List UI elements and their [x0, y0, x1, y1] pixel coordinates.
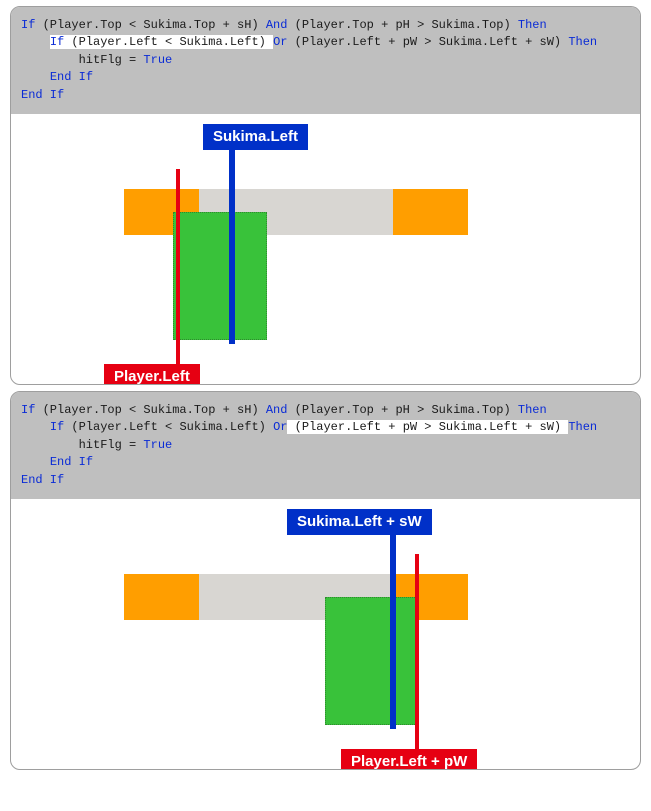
player-rect	[173, 212, 267, 340]
code-block-2: If (Player.Top < Sukima.Top + sH) And (P…	[11, 392, 640, 499]
kw-true: True	[143, 438, 172, 452]
kw-endif: End If	[50, 70, 93, 84]
code-text: (Player.Top < Sukima.Top + sH)	[35, 18, 265, 32]
kw-or: Or	[273, 35, 287, 49]
wall-left	[124, 574, 199, 620]
marker-red-label: Player.Left + pW	[341, 749, 477, 770]
indent	[21, 455, 50, 469]
kw-then: Then	[518, 18, 547, 32]
code-text: (Player.Left + pW > Sukima.Left + sW)	[287, 420, 568, 434]
code-text: hitFlg =	[21, 53, 143, 67]
kw-if: If	[50, 35, 64, 49]
marker-blue-line	[390, 534, 396, 729]
code-text: (Player.Left < Sukima.Left)	[64, 420, 273, 434]
kw-true: True	[143, 53, 172, 67]
kw-if: If	[21, 18, 35, 32]
indent	[21, 70, 50, 84]
code-text: (Player.Left < Sukima.Left)	[64, 35, 273, 49]
kw-endif: End If	[21, 473, 64, 487]
wall-right	[393, 189, 468, 235]
kw-and: And	[266, 18, 288, 32]
highlight-span: If (Player.Left < Sukima.Left)	[50, 35, 273, 49]
highlight-span: (Player.Left + pW > Sukima.Left + sW)	[287, 420, 568, 434]
panel-2: If (Player.Top < Sukima.Top + sH) And (P…	[10, 391, 641, 770]
indent	[21, 35, 50, 49]
kw-or: Or	[273, 420, 287, 434]
code-text: (Player.Left + pW > Sukima.Left + sW)	[287, 35, 568, 49]
marker-red-label: Player.Left	[104, 364, 200, 385]
marker-red-line	[415, 554, 419, 754]
kw-endif: End If	[50, 455, 93, 469]
diagram-1: Sukima.Left Player.Left	[11, 114, 640, 384]
marker-red-line	[176, 169, 180, 369]
marker-blue-label: Sukima.Left	[203, 124, 308, 150]
kw-then: Then	[568, 420, 597, 434]
code-text: (Player.Top < Sukima.Top + sH)	[35, 403, 265, 417]
diagram-2: Sukima.Left + sW Player.Left + pW	[11, 499, 640, 769]
code-text: (Player.Top + pH > Sukima.Top)	[287, 403, 517, 417]
kw-and: And	[266, 403, 288, 417]
kw-if: If	[50, 420, 64, 434]
indent	[21, 420, 50, 434]
kw-if: If	[21, 403, 35, 417]
marker-blue-label: Sukima.Left + sW	[287, 509, 432, 535]
kw-then: Then	[568, 35, 597, 49]
player-rect	[325, 597, 419, 725]
code-block-1: If (Player.Top < Sukima.Top + sH) And (P…	[11, 7, 640, 114]
marker-blue-line	[229, 149, 235, 344]
kw-then: Then	[518, 403, 547, 417]
code-text: (Player.Top + pH > Sukima.Top)	[287, 18, 517, 32]
code-text: hitFlg =	[21, 438, 143, 452]
kw-endif: End If	[21, 88, 64, 102]
panel-1: If (Player.Top < Sukima.Top + sH) And (P…	[10, 6, 641, 385]
